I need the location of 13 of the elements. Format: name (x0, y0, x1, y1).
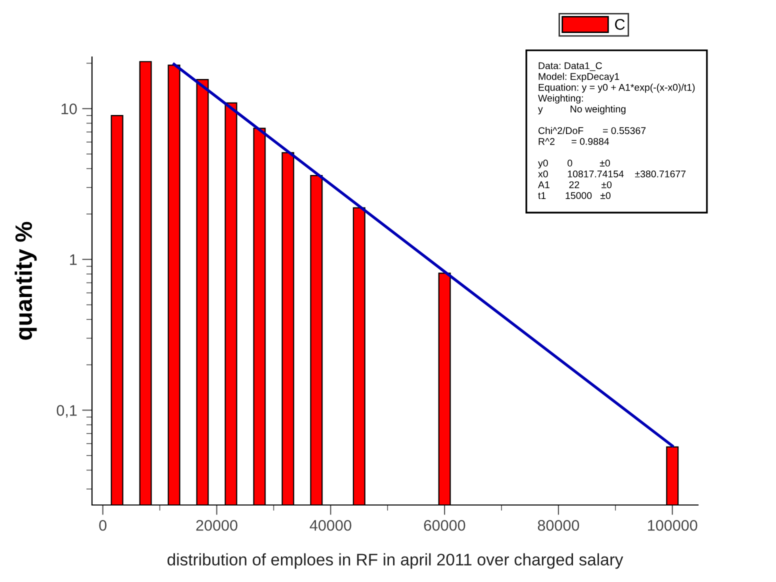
x-tick-label: 100000 (648, 520, 698, 531)
text: Data: Data1_C Model: ExpDecay1 Equation: y = y0 + A1*exp(-(x-x0)/t1) Weighting: y No weighting Chi^2/DoF = 0.55367 R^2 = 0.9884 y0 0 ±0 x0 10817.74154 ±380.71677 A1 22 ±0 t1 15000 ±0 (538, 62, 695, 200)
y-tick-label: 0,1 (56, 405, 77, 418)
x-axis-title: distribution of emploes in RF in april 2011 over charged salary (168, 553, 624, 569)
x-tick-label: 40000 (310, 520, 352, 531)
x-tick-label: 20000 (196, 520, 238, 531)
x-tick-label: 60000 (424, 520, 466, 531)
y-axis-title: quantity % (14, 222, 37, 340)
legend-label: C (615, 19, 625, 30)
y-tick-label: 1 (70, 254, 77, 265)
y-tick-label: 10 (62, 103, 77, 114)
x-tick-label: 80000 (538, 520, 580, 531)
x-tick-label: 0 (99, 520, 106, 531)
